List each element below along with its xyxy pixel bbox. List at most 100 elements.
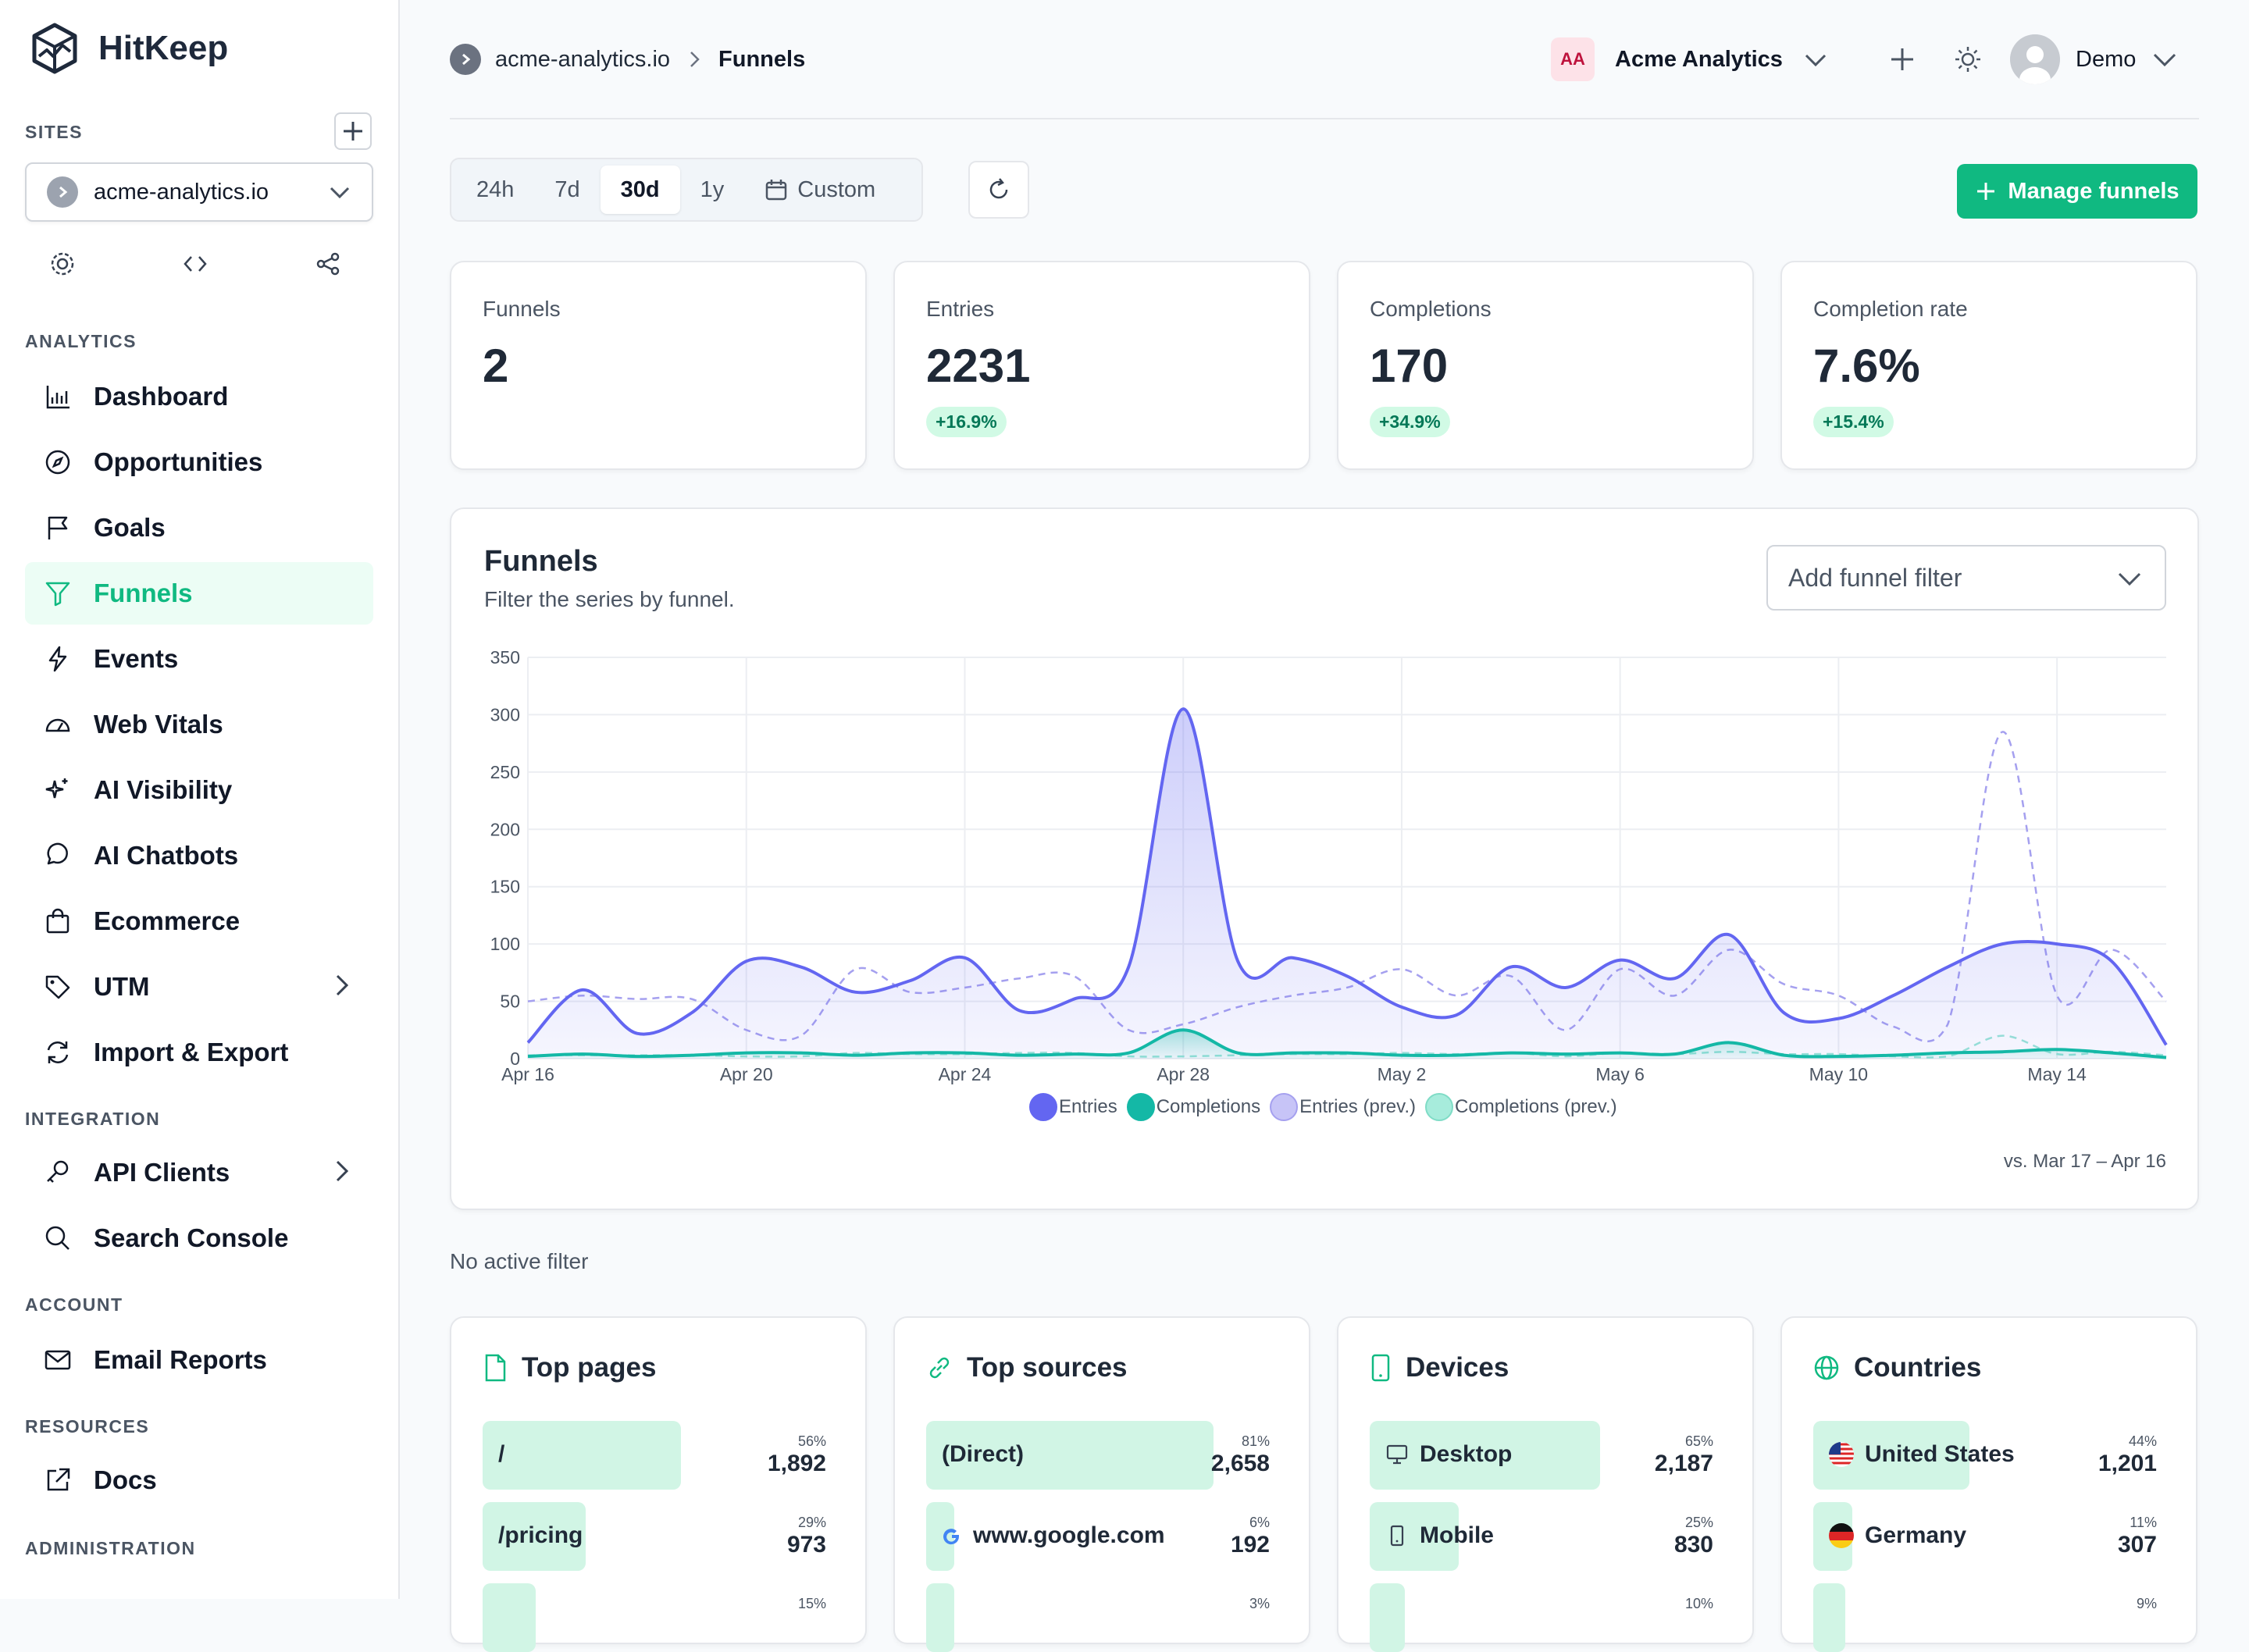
list-item[interactable]: Germany 11% 307 [1813, 1502, 2168, 1571]
sync-icon [42, 1037, 73, 1068]
row-percent: 15% [797, 1596, 826, 1611]
list-item[interactable]: 10% [1370, 1583, 1724, 1652]
site-selector[interactable]: acme-analytics.io [25, 162, 373, 222]
list-item[interactable]: 15% [483, 1583, 837, 1652]
y-tick-label: 300 [490, 704, 520, 725]
row-label: United States [1865, 1441, 2015, 1467]
search-icon [42, 1223, 73, 1254]
share-icon[interactable] [312, 248, 344, 279]
list-item[interactable]: (Direct) 81% 2,658 [926, 1421, 1281, 1490]
share-bar [483, 1421, 682, 1490]
sidebar-item-events[interactable]: Events [25, 628, 373, 690]
site-settings-gear-icon[interactable] [47, 248, 78, 279]
legend-item[interactable]: Completions [1126, 1093, 1260, 1121]
y-tick-label: 100 [490, 934, 520, 954]
list-item[interactable]: / 56% 1,892 [483, 1421, 837, 1490]
list-item[interactable]: 3% [926, 1583, 1281, 1652]
x-tick-label: May 14 [2027, 1064, 2087, 1084]
sidebar-item-funnels[interactable]: Funnels [25, 562, 373, 625]
list-item[interactable]: /pricing 29% 973 [483, 1502, 837, 1571]
breadcrumb-site[interactable]: acme-analytics.io [495, 46, 671, 72]
card-header: Top sources [926, 1352, 1128, 1383]
sidebar-item-ecommerce[interactable]: Ecommerce [25, 890, 373, 952]
row-percent: 25% [1684, 1515, 1713, 1530]
row-label-wrap: Mobile [1385, 1522, 1494, 1549]
card-header: Countries [1813, 1352, 1981, 1383]
range-7d-button[interactable]: 7d [554, 176, 580, 202]
org-avatar: AA [1551, 37, 1595, 81]
legend-item[interactable]: Entries (prev.) [1270, 1093, 1416, 1121]
x-tick-label: Apr 28 [1157, 1064, 1210, 1084]
row-label-wrap: United States [1829, 1441, 2015, 1468]
mobile-icon [1390, 1525, 1404, 1547]
sidebar-item-goals[interactable]: Goals [25, 497, 373, 559]
legend-label: Entries [1059, 1096, 1117, 1117]
row-count: 307 [2117, 1532, 2157, 1558]
list-item[interactable]: Desktop 65% 2,187 [1370, 1421, 1724, 1490]
share-bar [1370, 1502, 1459, 1571]
sidebar-item-search-console[interactable]: Search Console [25, 1207, 373, 1269]
stat-title: Funnels [483, 297, 561, 321]
funnels-chart-card: Funnels Filter the series by funnel. Add… [450, 507, 2199, 1210]
chevron-right-icon [690, 52, 700, 67]
header-divider [450, 118, 2199, 119]
list-item[interactable]: www.google.com 6% 192 [926, 1502, 1281, 1571]
sidebar-item-import-export[interactable]: Import & Export [25, 1021, 373, 1084]
y-tick-label: 0 [510, 1049, 520, 1069]
avatar [2010, 34, 2060, 84]
resources-label: RESOURCES [25, 1416, 150, 1437]
sidebar-item-api-clients[interactable]: API Clients [25, 1141, 373, 1204]
refresh-icon [989, 178, 1008, 199]
legend-label: Completions (prev.) [1455, 1096, 1617, 1117]
refresh-button[interactable] [968, 161, 1029, 219]
legend-item[interactable]: Completions (prev.) [1425, 1093, 1617, 1121]
manage-funnels-button[interactable]: Manage funnels [1957, 164, 2197, 219]
chart-subtitle: Filter the series by funnel. [484, 587, 735, 611]
calendar-icon [766, 180, 787, 201]
legend-label: Entries (prev.) [1299, 1096, 1417, 1117]
sidebar-item-opportunities[interactable]: Opportunities [25, 431, 373, 493]
card-title: Top pages [522, 1352, 657, 1383]
legend-item[interactable]: Entries [1029, 1093, 1117, 1121]
sidebar-item-utm[interactable]: UTM [25, 956, 373, 1018]
org-switcher[interactable]: AA Acme Analytics [1551, 37, 1828, 81]
sidebar-item-docs[interactable]: Docs [25, 1449, 373, 1511]
range-custom-button[interactable]: Custom [744, 166, 896, 214]
y-tick-label: 200 [490, 819, 520, 839]
y-tick-label: 350 [490, 647, 520, 668]
no-active-filter-text: No active filter [450, 1249, 589, 1273]
custom-label: Custom [797, 176, 876, 202]
chevron-down-icon [330, 187, 350, 199]
range-24h-button[interactable]: 24h [476, 176, 515, 202]
sites-label: SITES [25, 122, 83, 142]
analytics-label: ANALYTICS [25, 331, 137, 351]
stat-title: Completion rate [1813, 297, 1968, 321]
legend-swatch [1270, 1093, 1299, 1121]
sidebar-item-email-reports[interactable]: Email Reports [25, 1329, 373, 1391]
range-30d-button[interactable]: 30d [600, 166, 680, 214]
legend-swatch [1126, 1093, 1155, 1121]
add-icon[interactable] [1885, 42, 1919, 77]
row-percent: 44% [2128, 1433, 2157, 1449]
share-bar [926, 1421, 1214, 1490]
user-menu[interactable]: Demo [2010, 34, 2178, 84]
app-logo[interactable]: HitKeep [31, 22, 228, 75]
list-item[interactable]: United States 44% 1,201 [1813, 1421, 2168, 1490]
list-item[interactable]: 9% [1813, 1583, 2168, 1652]
share-bar [1370, 1583, 1406, 1652]
sidebar-item-ai-chatbots[interactable]: AI Chatbots [25, 824, 373, 887]
add-site-button[interactable] [334, 112, 372, 150]
funnel-filter-select[interactable]: Add funnel filter [1766, 545, 2166, 611]
share-bar [926, 1583, 955, 1652]
sidebar-item-ai-visibility[interactable]: AI Visibility [25, 759, 373, 821]
site-favicon-icon [47, 176, 78, 208]
row-label-wrap: (Direct) [942, 1441, 1024, 1468]
list-item[interactable]: Mobile 25% 830 [1370, 1502, 1724, 1571]
theme-sun-icon[interactable] [1951, 42, 1985, 77]
stat-value: 7.6% [1813, 340, 1920, 392]
sidebar-item-web-vitals[interactable]: Web Vitals [25, 693, 373, 756]
sidebar-item-dashboard[interactable]: Dashboard [25, 365, 373, 428]
range-1y-button[interactable]: 1y [700, 176, 725, 202]
tracking-code-icon[interactable] [180, 248, 211, 279]
sidebar-item-label: Dashboard [94, 382, 229, 411]
